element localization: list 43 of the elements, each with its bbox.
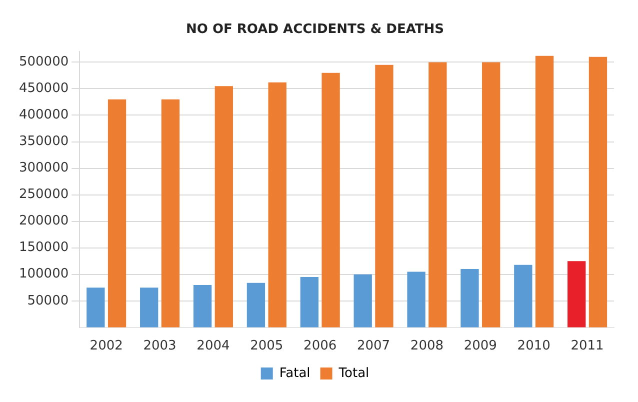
y-tick-label: 100000 [18,266,69,282]
bar [108,99,126,328]
bar [354,274,372,328]
bar [514,264,532,328]
bar [482,62,500,328]
y-tick-label: 400000 [18,108,69,123]
y-tick-label: 50000 [27,293,69,308]
x-tick-label: 2010 [517,338,550,354]
bar [535,56,554,328]
bar [300,277,318,328]
legend-label: Total [338,366,370,381]
bar [214,86,233,328]
y-tick-label: 350000 [18,134,69,150]
bar [428,62,447,328]
bar [161,99,180,328]
bar [407,272,426,328]
y-tick-label: 200000 [18,214,69,229]
bar [246,282,266,328]
bar [86,288,105,328]
x-tick-label: 2007 [356,338,390,354]
y-tick-label: 300000 [18,160,69,176]
x-tick-label: 2008 [410,338,444,354]
bar [375,64,394,328]
x-tick-label: 2003 [143,338,176,354]
x-tick-label: 2006 [304,338,337,354]
chart-title: NO OF ROAD ACCIDENTS & DEATHS [186,22,444,38]
y-tick-label: 250000 [18,187,69,202]
y-tick-label: 500000 [18,54,69,70]
bar [268,82,286,328]
x-tick-label: 2011 [570,338,604,354]
x-tick-label: 2002 [90,338,123,354]
bar [193,284,212,328]
y-tick-label: 150000 [18,240,69,256]
bar [568,261,586,328]
bar [322,72,340,328]
bar [588,56,608,328]
y-tick-label: 450000 [18,81,69,96]
bar [140,288,158,328]
legend-label: Fatal [279,366,310,381]
x-tick-label: 2004 [196,338,230,354]
x-tick-label: 2005 [250,338,284,354]
x-tick-label: 2009 [464,338,497,354]
bar [460,269,479,328]
